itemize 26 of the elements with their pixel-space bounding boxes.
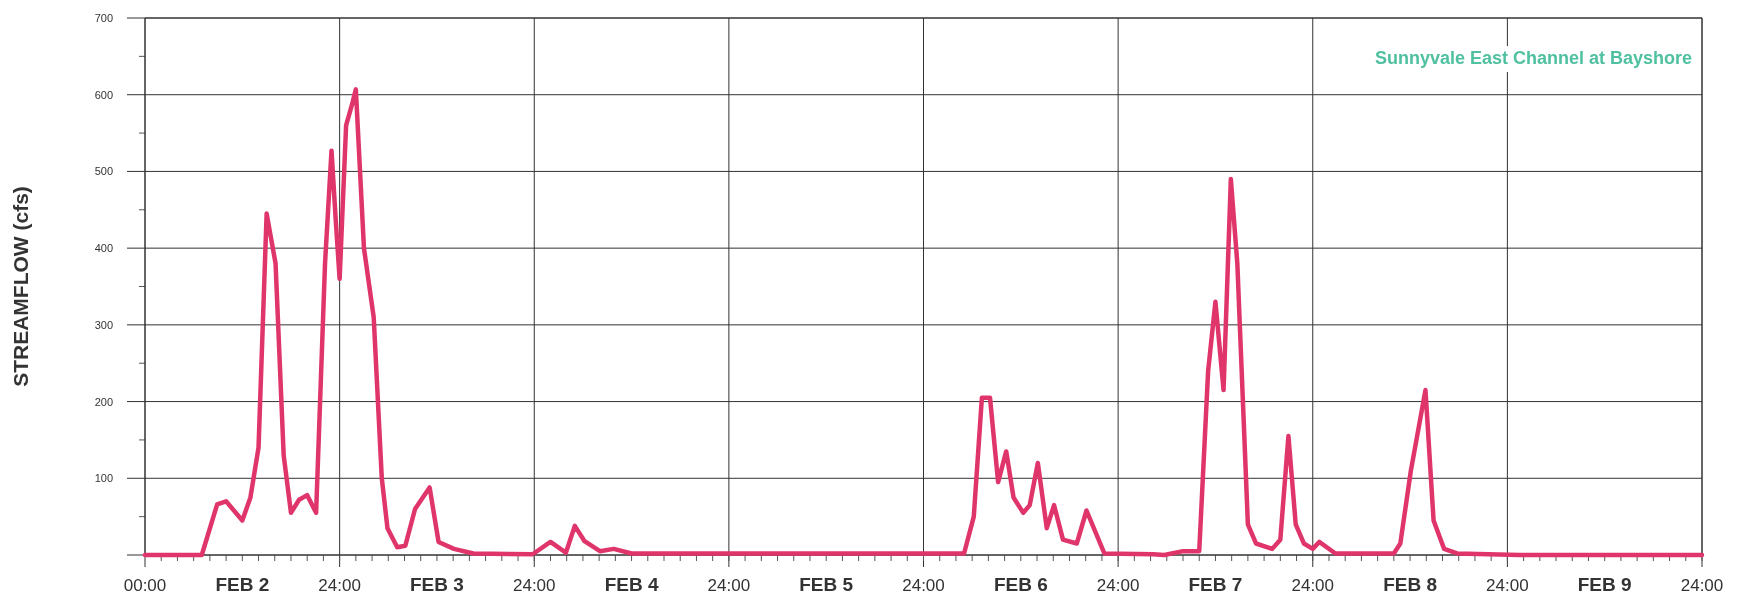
y-tick-label: 500 [94, 165, 113, 178]
x-tick-label: 24:00 [902, 576, 945, 595]
x-tick-label: FEB 3 [410, 574, 464, 595]
x-tick-label: 24:00 [1096, 576, 1140, 595]
y-tick-label: 300 [94, 318, 113, 331]
x-tick-label: FEB 9 [1577, 574, 1632, 595]
x-tick-label: 24:00 [512, 576, 556, 595]
y-tick-label: 400 [94, 242, 113, 255]
y-tick-label: 200 [94, 395, 113, 408]
x-tick-label: FEB 2 [215, 574, 270, 595]
x-tick-label: 24:00 [1291, 576, 1335, 595]
x-tick-label: 24:00 [1486, 576, 1529, 595]
x-tick-label: FEB 4 [604, 574, 659, 595]
y-tick-label: 100 [94, 472, 113, 485]
y-tick-label: 600 [94, 88, 113, 101]
x-tick-label: FEB 5 [799, 574, 854, 595]
x-tick-label: FEB 6 [993, 574, 1048, 595]
y-tick-label: 700 [94, 12, 113, 24]
x-tick-label: 24:00 [707, 576, 751, 595]
x-tick-label: 24:00 [1680, 576, 1724, 595]
x-tick-label: 00:00 [123, 576, 167, 595]
x-tick-label: FEB 7 [1188, 574, 1243, 595]
y-axis-title: STREAMFLOW (cfs) [9, 186, 32, 387]
x-tick-label: FEB 8 [1383, 574, 1437, 595]
x-tick-label: 24:00 [318, 576, 361, 595]
text: Sunnyvale East Channel at Bayshore [1374, 48, 1692, 68]
